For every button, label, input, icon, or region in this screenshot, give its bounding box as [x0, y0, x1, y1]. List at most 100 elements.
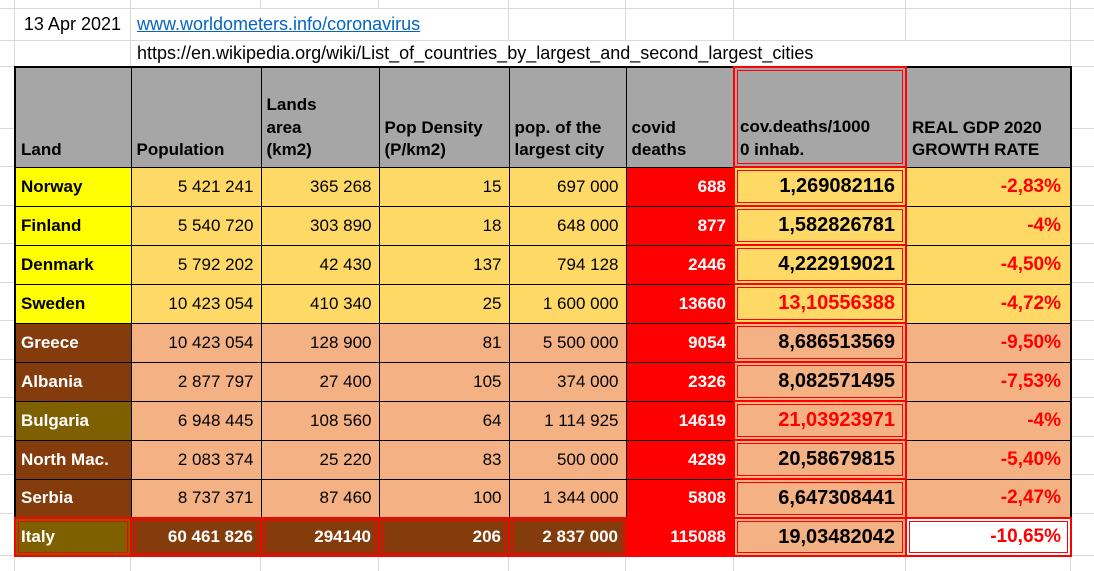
header-cell[interactable]: cov.deaths/1000 0 inhab.	[733, 66, 907, 168]
table-row: North Mac. 2 083 374 25 220 83 500 000 4…	[14, 439, 1072, 480]
deaths-ratio-cell[interactable]: 1,269082116	[733, 166, 907, 207]
table-body: Norway 5 421 241 365 268 15 697 000 688 …	[14, 166, 1072, 557]
deaths-ratio-cell[interactable]: 8,082571495	[733, 361, 907, 402]
population-cell[interactable]: 6 948 445	[130, 400, 262, 441]
worldometers-link[interactable]: www.worldometers.info/coronavirus	[137, 13, 421, 34]
covid-deaths-cell[interactable]: 877	[625, 205, 735, 246]
land-cell[interactable]: North Mac.	[14, 439, 132, 480]
density-cell[interactable]: 81	[378, 322, 510, 363]
density-cell[interactable]: 206	[378, 517, 510, 557]
covid-deaths-cell[interactable]: 4289	[625, 439, 735, 480]
population-cell[interactable]: 5 421 241	[130, 166, 262, 207]
largest-city-cell[interactable]: 697 000	[508, 166, 627, 207]
deaths-ratio-cell[interactable]: 6,647308441	[733, 478, 907, 519]
gdp-cell[interactable]: -7,53%	[905, 361, 1072, 402]
covid-deaths-cell[interactable]: 5808	[625, 478, 735, 519]
area-cell[interactable]: 27 400	[260, 361, 380, 402]
area-cell[interactable]: 294140	[260, 517, 380, 557]
gdp-cell[interactable]: -5,40%	[905, 439, 1072, 480]
covid-deaths-cell[interactable]: 2326	[625, 361, 735, 402]
header-cell[interactable]: Lands area (km2)	[260, 66, 380, 168]
deaths-ratio-cell[interactable]: 21,03923971	[733, 400, 907, 441]
largest-city-cell[interactable]: 500 000	[508, 439, 627, 480]
density-cell[interactable]: 15	[378, 166, 510, 207]
largest-city-cell[interactable]: 374 000	[508, 361, 627, 402]
table-row: Greece 10 423 054 128 900 81 5 500 000 9…	[14, 322, 1072, 363]
land-cell[interactable]: Greece	[14, 322, 132, 363]
deaths-ratio-cell[interactable]: 1,582826781	[733, 205, 907, 246]
covid-deaths-cell[interactable]: 115088	[625, 517, 735, 557]
header-row: Land Population Lands area (km2) Pop Densit…	[14, 66, 1072, 168]
population-cell[interactable]: 5 792 202	[130, 244, 262, 285]
area-cell[interactable]: 25 220	[260, 439, 380, 480]
gdp-cell[interactable]: -4%	[905, 205, 1072, 246]
largest-city-cell[interactable]: 2 837 000	[508, 517, 627, 557]
deaths-ratio-cell[interactable]: 19,03482042	[733, 517, 907, 557]
land-cell[interactable]: Albania	[14, 361, 132, 402]
density-cell[interactable]: 137	[378, 244, 510, 285]
covid-deaths-cell[interactable]: 14619	[625, 400, 735, 441]
largest-city-cell[interactable]: 1 600 000	[508, 283, 627, 324]
population-cell[interactable]: 8 737 371	[130, 478, 262, 519]
gdp-cell[interactable]: -4,50%	[905, 244, 1072, 285]
largest-city-cell[interactable]: 1 344 000	[508, 478, 627, 519]
density-cell[interactable]: 83	[378, 439, 510, 480]
population-cell[interactable]: 2 877 797	[130, 361, 262, 402]
deaths-ratio-cell[interactable]: 4,222919021	[733, 244, 907, 285]
largest-city-cell[interactable]: 1 114 925	[508, 400, 627, 441]
density-cell[interactable]: 25	[378, 283, 510, 324]
gdp-cell[interactable]: -2,83%	[905, 166, 1072, 207]
area-cell[interactable]: 303 890	[260, 205, 380, 246]
date-cell[interactable]: 13 Apr 2021	[23, 13, 121, 34]
header-cell[interactable]: pop. of the largest city	[508, 66, 627, 168]
deaths-ratio-cell[interactable]: 13,10556388	[733, 283, 907, 324]
land-cell[interactable]: Denmark	[14, 244, 132, 285]
land-cell[interactable]: Sweden	[14, 283, 132, 324]
density-cell[interactable]: 105	[378, 361, 510, 402]
deaths-ratio-cell[interactable]: 20,58679815	[733, 439, 907, 480]
area-cell[interactable]: 365 268	[260, 166, 380, 207]
population-cell[interactable]: 10 423 054	[130, 283, 262, 324]
deaths-ratio-cell[interactable]: 8,686513569	[733, 322, 907, 363]
header-cell[interactable]: Population	[130, 66, 262, 168]
table-row: Sweden 10 423 054 410 340 25 1 600 000 1…	[14, 283, 1072, 324]
covid-deaths-cell[interactable]: 688	[625, 166, 735, 207]
table-row: Italy 60 461 826 294140 206 2 837 000 11…	[14, 517, 1072, 557]
area-cell[interactable]: 128 900	[260, 322, 380, 363]
area-cell[interactable]: 108 560	[260, 400, 380, 441]
gdp-cell[interactable]: -10,65%	[905, 517, 1072, 557]
area-cell[interactable]: 87 460	[260, 478, 380, 519]
largest-city-cell[interactable]: 794 128	[508, 244, 627, 285]
gdp-cell[interactable]: -9,50%	[905, 322, 1072, 363]
population-cell[interactable]: 10 423 054	[130, 322, 262, 363]
population-cell[interactable]: 5 540 720	[130, 205, 262, 246]
area-cell[interactable]: 410 340	[260, 283, 380, 324]
header-cell[interactable]: Land	[14, 66, 132, 168]
header-cell[interactable]: Pop Density (P/km2)	[378, 66, 510, 168]
table-row: Denmark 5 792 202 42 430 137 794 128 244…	[14, 244, 1072, 285]
largest-city-cell[interactable]: 648 000	[508, 205, 627, 246]
countries-table: Land Population Lands area (km2) Pop Densit…	[14, 66, 1072, 557]
area-cell[interactable]: 42 430	[260, 244, 380, 285]
largest-city-cell[interactable]: 5 500 000	[508, 322, 627, 363]
land-cell[interactable]: Norway	[14, 166, 132, 207]
gdp-cell[interactable]: -2,47%	[905, 478, 1072, 519]
population-cell[interactable]: 2 083 374	[130, 439, 262, 480]
header-cell[interactable]: covid deaths	[625, 66, 735, 168]
density-cell[interactable]: 18	[378, 205, 510, 246]
density-cell[interactable]: 64	[378, 400, 510, 441]
land-cell[interactable]: Serbia	[14, 478, 132, 519]
population-cell[interactable]: 60 461 826	[130, 517, 262, 557]
covid-deaths-cell[interactable]: 9054	[625, 322, 735, 363]
land-cell[interactable]: Italy	[14, 517, 132, 557]
gdp-cell[interactable]: -4,72%	[905, 283, 1072, 324]
covid-deaths-cell[interactable]: 13660	[625, 283, 735, 324]
wikipedia-url-cell[interactable]: https://en.wikipedia.org/wiki/List_of_co…	[137, 42, 814, 63]
land-cell[interactable]: Finland	[14, 205, 132, 246]
covid-deaths-cell[interactable]: 2446	[625, 244, 735, 285]
header-cell[interactable]: REAL GDP 2020 GROWTH RATE	[905, 66, 1072, 168]
density-cell[interactable]: 100	[378, 478, 510, 519]
land-cell[interactable]: Bulgaria	[14, 400, 132, 441]
gdp-cell[interactable]: -4%	[905, 400, 1072, 441]
